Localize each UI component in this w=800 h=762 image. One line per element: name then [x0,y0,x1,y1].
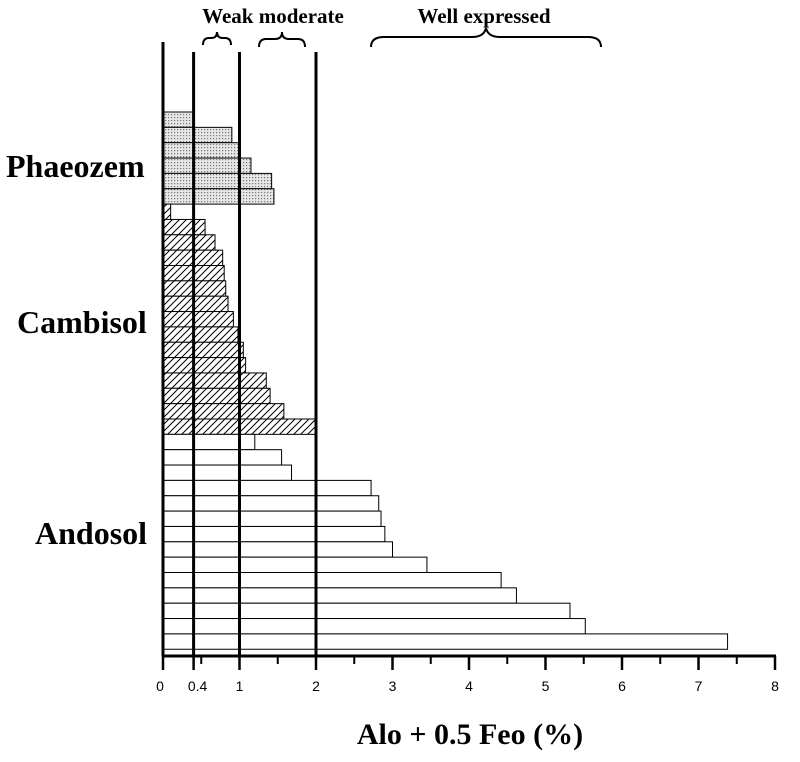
x-axis: 0 0.4 1 2 3 4 5 6 7 8 [156,654,779,694]
bar-andosol-10 [162,572,502,589]
bar-andosol-3 [162,464,293,481]
group-label-andosol: Andosol [35,515,147,551]
bar-andosol-9 [162,556,428,574]
bar-andosol-14 [162,633,729,650]
bar-cambisol-3 [162,234,216,251]
bar-phaeozem-5 [162,172,273,190]
bar-andosol-8 [162,541,393,558]
bar-cambisol-11 [162,357,247,374]
bar-phaeozem-4 [162,157,252,174]
brace-moderate [258,31,306,48]
bar-cambisol-8 [162,311,234,328]
bar-cambisol-13 [162,387,271,405]
bar-phaeozem-2 [162,126,233,144]
x-tick-label-4: 4 [465,678,473,694]
brace-well-expressed [370,27,602,48]
annotation-well-expressed: Well expressed [417,4,551,28]
bar-cambisol-10 [162,341,244,359]
annotation-weak-moderate: Weak moderate [202,4,344,28]
bar-cambisol-9 [162,326,239,343]
bar-andosol-2 [162,449,283,466]
bar-andosol-1 [162,433,256,451]
x-tick-label-1: 1 [236,678,244,694]
bar-cambisol-7 [162,295,229,313]
bar-andosol-7 [162,525,386,543]
x-tick-label-8: 8 [771,678,779,694]
x-tick-label-2: 2 [312,678,320,694]
bar-cambisol-12 [162,372,267,389]
x-tick-label-0: 0 [156,678,164,694]
bar-andosol-12 [162,602,571,620]
group-label-phaeozem: Phaeozem [6,148,145,184]
x-tick-label-3: 3 [389,678,397,694]
x-tick-label-7: 7 [695,678,703,694]
brace-weak [202,31,232,46]
bar-andosol-13 [162,618,586,635]
reference-lines [161,42,318,656]
x-tick-label-6: 6 [618,678,626,694]
bar-phaeozem-3 [162,142,240,159]
bar-cambisol-2 [162,218,206,236]
bar-phaeozem-6 [162,188,275,205]
x-tick-label-0.4: 0.4 [188,678,208,694]
bars-layer [162,111,729,650]
x-tick-label-5: 5 [542,678,550,694]
group-label-cambisol: Cambisol [17,304,147,340]
bar-cambisol-14 [162,403,285,420]
bar-phaeozem-1 [162,111,195,128]
x-axis-title: Alo + 0.5 Feo (%) [357,718,583,751]
bar-andosol-6 [162,510,382,527]
bar-andosol-5 [162,495,380,512]
bar-andosol-11 [162,587,517,604]
